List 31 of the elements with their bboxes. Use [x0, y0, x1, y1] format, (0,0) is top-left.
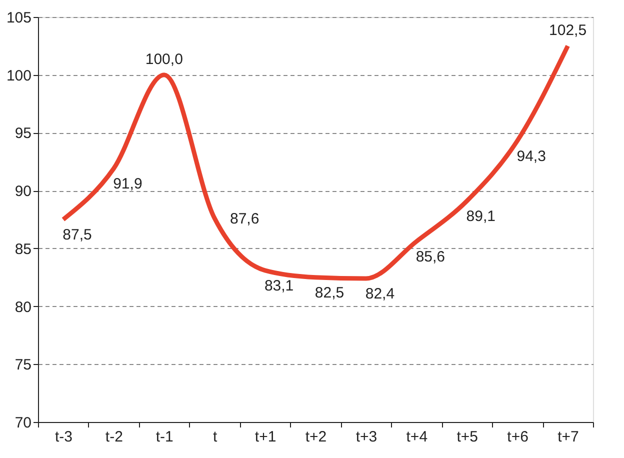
x-tick-label: t+3 — [356, 428, 378, 446]
y-tick-label: 70 — [14, 414, 32, 432]
data-label: 83,1 — [264, 277, 294, 294]
x-tick-label: t-2 — [105, 428, 123, 446]
x-tick-label: t-3 — [54, 428, 72, 446]
x-tick-label: t+4 — [406, 428, 428, 446]
x-tick-label: t+6 — [507, 428, 528, 446]
data-label: 87,6 — [230, 210, 260, 228]
y-tick-label: 100 — [6, 67, 32, 84]
data-label: 82,4 — [365, 286, 395, 303]
x-tick-label: t — [213, 428, 218, 446]
data-label: 102,5 — [549, 22, 587, 39]
data-label: 85,6 — [416, 248, 446, 266]
y-tick-label: 80 — [14, 298, 32, 316]
data-label: 100,0 — [145, 50, 183, 68]
x-tick-label: t+7 — [558, 428, 579, 446]
x-tick-label: t-1 — [156, 428, 174, 446]
line-series — [60, 44, 570, 281]
data-label: 82,5 — [314, 284, 344, 302]
y-tick-label: 75 — [14, 356, 32, 374]
data-label: 89,1 — [466, 208, 496, 225]
data-label: 87,5 — [62, 226, 92, 244]
y-tick-label: 95 — [14, 125, 32, 142]
data-label: 94,3 — [516, 148, 546, 165]
x-tick-label: t+1 — [254, 428, 276, 446]
x-tick-label: t+5 — [456, 428, 478, 446]
y-tick-label: 90 — [14, 183, 32, 200]
x-tick-label: t+2 — [305, 428, 327, 446]
data-label: 91,9 — [113, 176, 142, 193]
y-tick-label: 85 — [14, 240, 32, 258]
y-tick-label: 105 — [6, 10, 32, 26]
